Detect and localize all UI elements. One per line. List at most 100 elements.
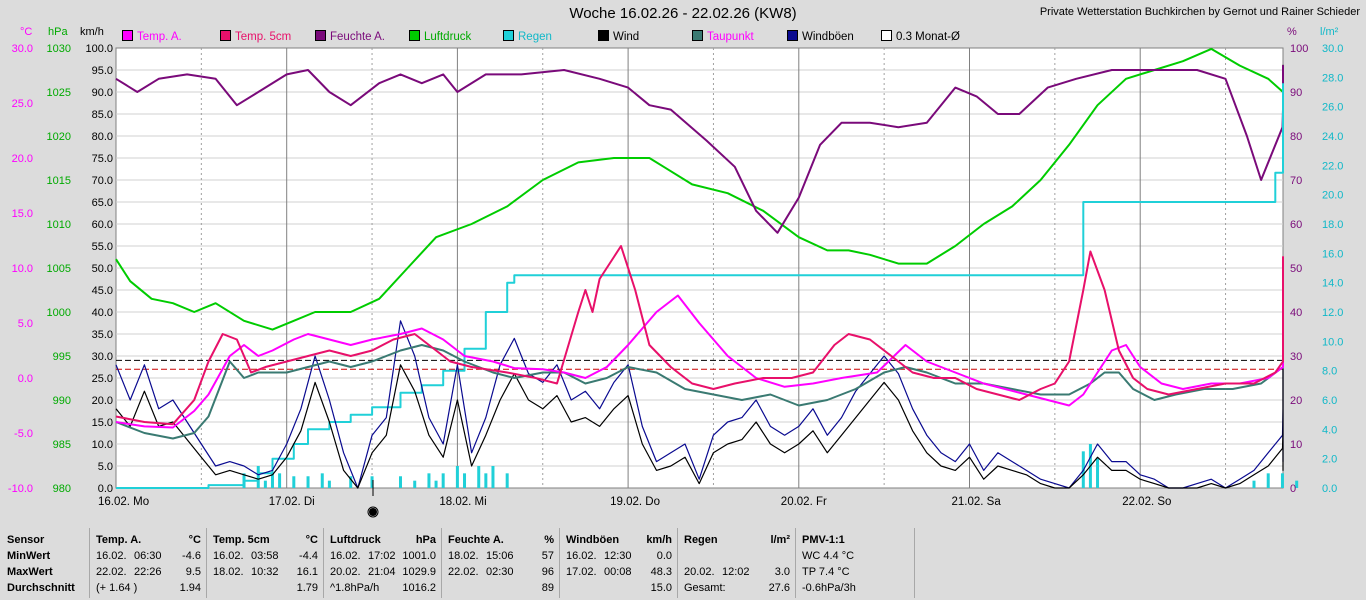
temp-tick-label: 0.0	[18, 373, 33, 385]
stats-unit: l/m²	[770, 534, 790, 546]
stats-time: 21:04	[368, 566, 396, 578]
wind-tick-label: 70.0	[92, 175, 113, 187]
stats-unit: °C	[188, 534, 201, 546]
rain-bar	[306, 476, 310, 488]
rain-bar	[434, 480, 438, 488]
pressure-unit: hPa	[48, 26, 68, 38]
wind-tick-label: 30.0	[92, 351, 113, 363]
rain-tick-label: 6.0	[1322, 395, 1337, 407]
temp-tick-label: 15.0	[12, 208, 33, 220]
pressure-tick-label: 1030	[47, 43, 71, 55]
stats-col-pmv: PMV-1:1 WC 4.4 °C TP 7.4 °C -0.6hPa/3h	[795, 528, 915, 598]
stats-col-temp-a: Temp. A. °C 16.02. 06:30 -4.6 22.02. 22:…	[89, 528, 207, 598]
wind-tick-label: 95.0	[92, 65, 113, 77]
x-tick-label: 16.02. Mo	[98, 496, 149, 508]
stats-date: 16.02.	[213, 550, 244, 562]
temp-tick-label: -5.0	[14, 428, 33, 440]
stats-unit: %	[544, 534, 554, 546]
pressure-tick-label: 1010	[47, 219, 71, 231]
chart-title: Woche 16.02.26 - 22.02.26 (KW8)	[569, 5, 797, 22]
stats-time: 17:02	[368, 550, 396, 562]
legend-label: Luftdruck	[424, 31, 472, 43]
rain-bar	[1295, 480, 1299, 488]
rain-bar	[491, 466, 495, 488]
legend-label: Feuchte A.	[330, 31, 385, 43]
stats-col-rain: Regen l/m² 20.02. 12:02 3.0 Gesamt: 27.6	[677, 528, 796, 598]
pressure-tick-label: 980	[53, 483, 71, 495]
stats-col-sensor: Sensor MinWert MaxWert Durchschnitt	[3, 528, 89, 598]
temp-tick-label: 10.0	[12, 263, 33, 275]
legend-swatch	[787, 30, 798, 41]
legend-item: Temp. A.	[122, 30, 182, 43]
x-tick-label: 22.02. So	[1122, 496, 1171, 508]
humidity-tick-label: 20	[1290, 395, 1302, 407]
humidity-tick-label: 80	[1290, 131, 1302, 143]
legend-item: Temp. 5cm	[220, 30, 291, 43]
temp-tick-label: -10.0	[8, 483, 33, 495]
stats-time: 12:30	[604, 550, 632, 562]
legend-item: Luftdruck	[409, 30, 471, 43]
stats-value: 96	[541, 566, 554, 578]
rain-bar	[327, 480, 331, 488]
x-tick-label: 20.02. Fr	[781, 496, 827, 508]
rain-bar	[463, 473, 467, 488]
legend-item: Wind	[598, 30, 639, 43]
stats-date: 17.02.	[566, 566, 597, 578]
stats-date: 18.02.	[213, 566, 244, 578]
rain-tick-label: 18.0	[1322, 219, 1343, 231]
wind-tick-label: 35.0	[92, 329, 113, 341]
rain-bar	[399, 476, 402, 488]
stats-col-temp-5cm: Temp. 5cm °C 16.02. 03:58 -4.4 18.02. 10…	[206, 528, 324, 598]
legend-swatch	[881, 30, 892, 41]
legend-swatch	[598, 30, 609, 41]
stats-value: 1.94	[179, 582, 201, 594]
stats-pmv-value: -0.6hPa/3h	[802, 582, 856, 594]
stats-table: Sensor MinWert MaxWert Durchschnitt Temp…	[3, 528, 1363, 598]
stats-header-pressure: Luftdruck	[330, 534, 381, 546]
rain-bar	[455, 466, 459, 488]
wind-tick-label: 75.0	[92, 153, 113, 165]
stats-time: 06:30	[134, 550, 162, 562]
rain-tick-label: 8.0	[1322, 366, 1337, 378]
stats-value: 1029.9	[402, 566, 436, 578]
legend-swatch	[409, 30, 420, 41]
series-lines	[115, 47, 1284, 489]
stats-col-gusts: Windböen km/h 16.02. 12:30 0.0 17.02. 00…	[559, 528, 678, 598]
wind-tick-label: 90.0	[92, 87, 113, 99]
legend-label: Wind	[613, 31, 640, 43]
humidity-tick-label: 90	[1290, 87, 1302, 99]
temp-tick-label: 5.0	[18, 318, 33, 330]
stats-date: 22.02.	[448, 566, 479, 578]
stats-value: 48.3	[650, 566, 672, 578]
legend-label: Temp. A.	[137, 31, 182, 43]
pressure-tick-label: 1020	[47, 131, 71, 143]
temp-tick-label: 25.0	[12, 98, 33, 110]
rain-bar	[1252, 480, 1256, 488]
stats-time: 12:02	[722, 566, 750, 578]
temp-unit: °C	[20, 26, 33, 38]
wind-tick-label: 15.0	[92, 417, 113, 429]
wind-tick-label: 80.0	[92, 131, 113, 143]
rain-bar	[477, 466, 481, 488]
legend-label: Regen	[518, 31, 552, 43]
wind-tick-label: 60.0	[92, 219, 113, 231]
stats-value: -4.4	[299, 550, 318, 562]
wind-tick-label: 40.0	[92, 307, 113, 319]
wind-tick-label: 0.0	[98, 483, 113, 495]
stats-pmv-value: WC 4.4 °C	[802, 550, 855, 562]
pressure-tick-label: 1025	[47, 87, 71, 99]
rain-tick-label: 4.0	[1322, 424, 1337, 436]
stats-value: 27.6	[768, 582, 790, 594]
stats-time: 00:08	[604, 566, 632, 578]
pressure-tick-label: 985	[53, 439, 71, 451]
stats-value: -4.6	[182, 550, 201, 562]
stats-date: 16.02.	[566, 550, 597, 562]
rain-unit: l/m²	[1320, 26, 1339, 38]
humidity-tick-label: 30	[1290, 351, 1302, 363]
stats-date: 16.02.	[96, 550, 127, 562]
legend-item: 0.3 Monat-Ø	[881, 30, 960, 43]
legend-label: Windböen	[802, 31, 854, 43]
pressure-tick-label: 1005	[47, 263, 71, 275]
pressure-tick-label: 1000	[47, 307, 71, 319]
stats-date: 20.02.	[330, 566, 361, 578]
